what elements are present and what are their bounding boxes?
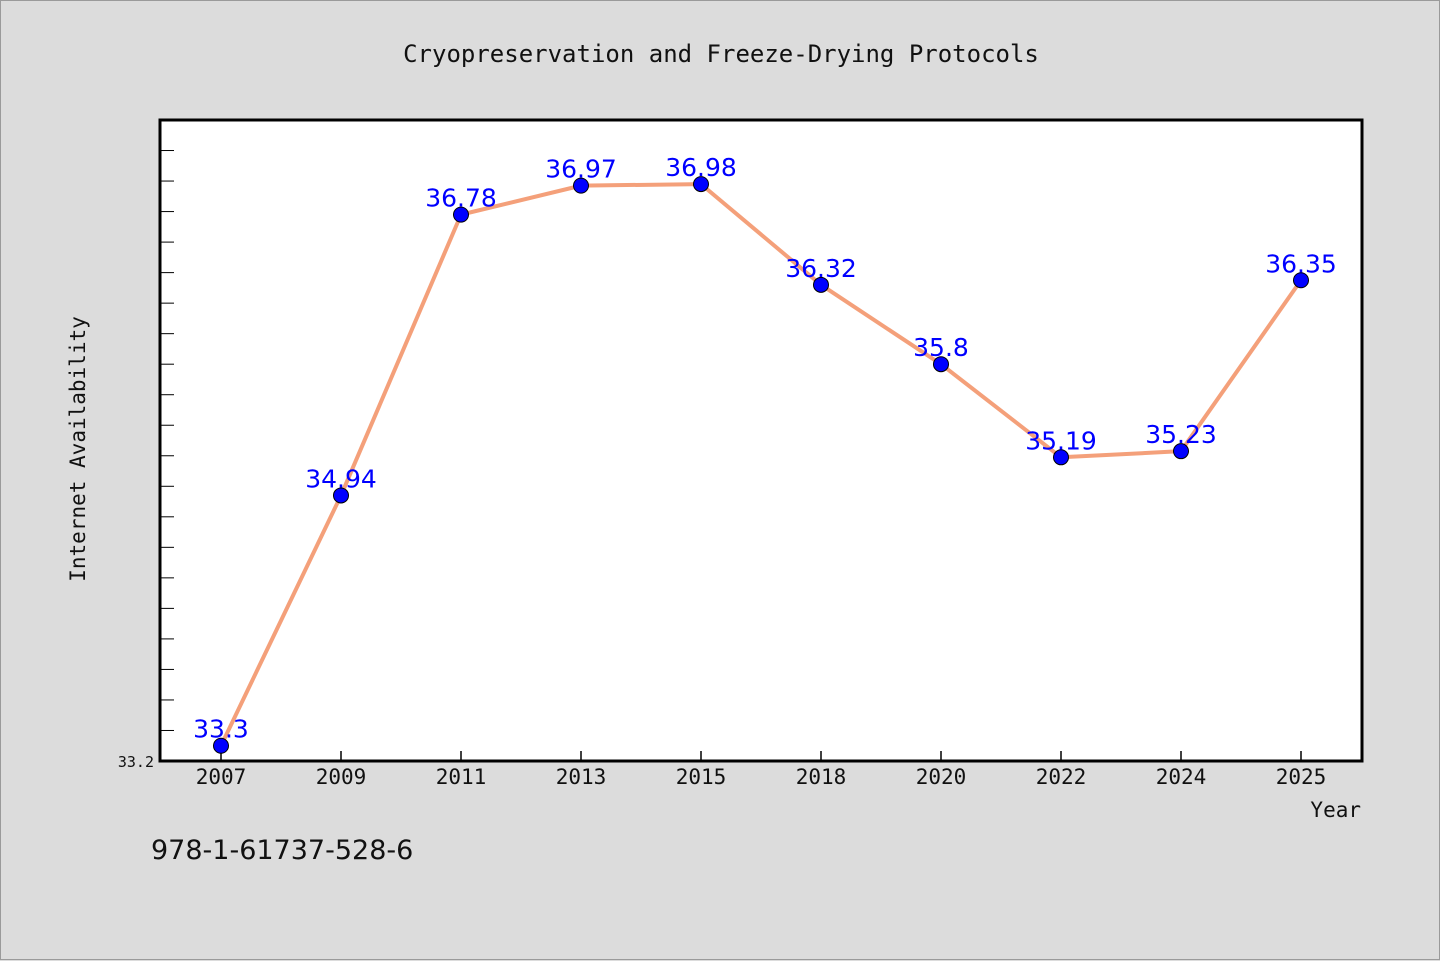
y-axis-min-label: 33.2 — [118, 753, 154, 771]
x-tick-label: 2018 — [796, 765, 847, 789]
x-tick-label: 2013 — [556, 765, 607, 789]
x-tick-label: 2009 — [316, 765, 367, 789]
data-point — [1173, 443, 1189, 460]
data-point — [453, 206, 469, 223]
data-label: 36.32 — [785, 254, 857, 283]
data-point — [213, 737, 229, 754]
data-point — [1053, 449, 1069, 466]
data-point — [693, 176, 709, 193]
data-label: 36.35 — [1265, 249, 1337, 278]
data-label: 35.23 — [1145, 420, 1217, 449]
isbn-text: 978-1-61737-528-6 — [151, 835, 414, 866]
y-axis-title: Internet Availability — [66, 316, 90, 582]
chart-title: Cryopreservation and Freeze-Drying Proto… — [403, 40, 1039, 68]
series-group: 33.3 34.94 36.78 36.97 36.98 36.32 35.8 35.19 35… — [193, 153, 1337, 754]
x-tick-label: 2022 — [1036, 765, 1087, 789]
y-axis-ticks — [160, 119, 174, 762]
x-tick-label: 2015 — [676, 765, 727, 789]
data-label: 33.3 — [193, 715, 249, 744]
data-point — [933, 356, 949, 373]
x-axis-ticks: 2007 2009 2011 2013 2015 2018 2020 2022 2024 2025 — [196, 751, 1327, 789]
data-label: 35.8 — [913, 333, 969, 362]
data-point — [813, 276, 829, 293]
data-label: 34.94 — [305, 464, 377, 493]
data-point — [1293, 272, 1309, 289]
data-label: 36.78 — [425, 184, 497, 213]
x-tick-label: 2020 — [916, 765, 967, 789]
data-label: 36.98 — [665, 153, 737, 182]
data-point — [333, 487, 349, 504]
x-tick-label: 2025 — [1276, 765, 1327, 789]
data-point — [573, 177, 589, 194]
plot-area — [158, 118, 1364, 763]
x-axis-title: Year — [1310, 798, 1361, 822]
x-tick-label: 2024 — [1156, 765, 1207, 789]
data-label: 35.19 — [1025, 426, 1097, 455]
x-tick-label: 2007 — [196, 765, 247, 789]
data-label: 36.97 — [545, 155, 617, 184]
series-line — [219, 182, 1303, 747]
x-tick-label: 2011 — [436, 765, 487, 789]
